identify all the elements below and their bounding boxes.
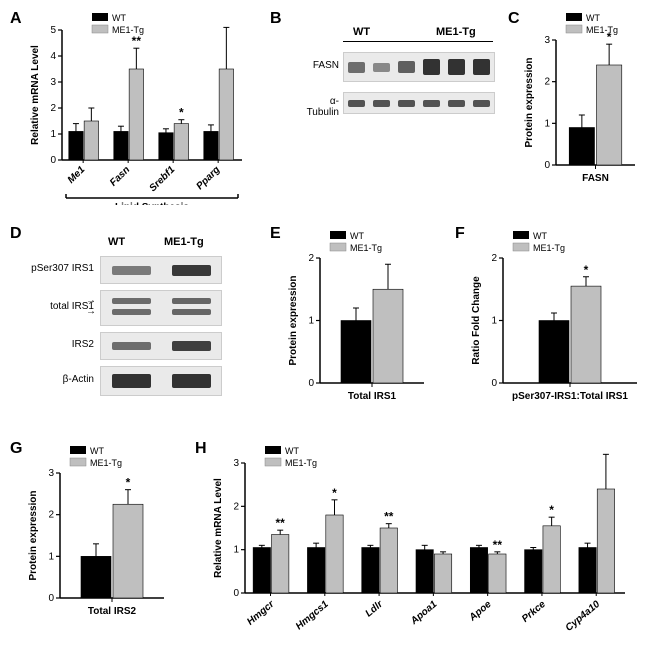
svg-text:FASN: FASN [582, 173, 609, 184]
panel-a-chart: WTME1-Tg012345Relative mRNA LevelMe1**Fa… [22, 10, 252, 205]
figure-root: A WTME1-Tg012345Relative mRNA LevelMe1**… [10, 10, 640, 654]
svg-text:2: 2 [233, 501, 239, 512]
svg-text:ME1-Tg: ME1-Tg [533, 243, 565, 253]
svg-text:0: 0 [50, 155, 56, 166]
svg-text:Relative mRNA Level: Relative mRNA Level [213, 478, 224, 578]
svg-text:WT: WT [533, 231, 547, 241]
svg-text:1: 1 [308, 316, 314, 327]
panel-e-label: E [270, 225, 281, 243]
svg-text:**: ** [493, 538, 503, 552]
svg-text:WT: WT [90, 446, 104, 456]
svg-text:WT: WT [350, 231, 364, 241]
svg-text:Total IRS1: Total IRS1 [348, 391, 397, 402]
svg-text:2: 2 [544, 77, 550, 88]
svg-text:2: 2 [491, 253, 497, 264]
svg-text:0: 0 [491, 378, 497, 389]
svg-text:0: 0 [308, 378, 314, 389]
svg-text:Hmgcs1: Hmgcs1 [294, 599, 331, 633]
svg-text:Protein expression: Protein expression [288, 275, 299, 365]
svg-text:3: 3 [233, 458, 239, 469]
svg-text:*: * [584, 263, 589, 277]
svg-text:Protein expression: Protein expression [28, 490, 39, 580]
svg-text:2: 2 [48, 510, 54, 521]
svg-text:WT: WT [285, 446, 299, 456]
svg-text:4: 4 [50, 51, 56, 62]
svg-text:ME1-Tg: ME1-Tg [350, 243, 382, 253]
svg-text:Apoe: Apoe [467, 599, 494, 624]
panel-d-label: D [10, 225, 22, 243]
svg-text:ME1-Tg: ME1-Tg [586, 25, 618, 35]
svg-text:*: * [179, 106, 184, 120]
svg-text:0: 0 [544, 160, 550, 171]
svg-text:5: 5 [50, 25, 56, 36]
svg-text:0: 0 [233, 588, 239, 599]
svg-text:WT: WT [112, 13, 126, 23]
panel-h-chart: WT ME1-Tg 0 1 2 3 Relative mRNA Level ** Hmgcr * H… [205, 443, 640, 648]
svg-text:*: * [126, 476, 131, 490]
svg-text:Me1: Me1 [66, 164, 88, 186]
svg-text:**: ** [384, 510, 394, 524]
svg-text:ME1-Tg: ME1-Tg [90, 458, 122, 468]
svg-text:2: 2 [308, 253, 314, 264]
svg-text:Ratio Fold Change: Ratio Fold Change [471, 276, 482, 365]
svg-text:WT: WT [586, 13, 600, 23]
panel-g-label: G [10, 440, 22, 458]
svg-text:Cyp4a10: Cyp4a10 [564, 599, 603, 634]
panel-f-label: F [455, 225, 465, 243]
svg-text:1: 1 [491, 316, 497, 327]
svg-text:pSer307-IRS1:Total IRS1: pSer307-IRS1:Total IRS1 [512, 391, 628, 402]
svg-text:1: 1 [50, 129, 56, 140]
svg-text:Pparg: Pparg [194, 164, 222, 192]
svg-text:3: 3 [50, 77, 56, 88]
svg-text:*: * [332, 486, 337, 500]
svg-text:ME1-Tg: ME1-Tg [285, 458, 317, 468]
svg-text:2: 2 [50, 103, 56, 114]
svg-text:Srebf1: Srebf1 [147, 164, 177, 194]
svg-text:Hmgcr: Hmgcr [245, 598, 277, 627]
svg-text:*: * [549, 503, 554, 517]
svg-text:Fasn: Fasn [108, 164, 132, 188]
panel-a-label: A [10, 10, 22, 28]
svg-text:*: * [607, 30, 612, 44]
svg-text:3: 3 [544, 35, 550, 46]
svg-text:Ldlr: Ldlr [363, 598, 385, 619]
svg-text:**: ** [132, 34, 142, 48]
panel-c-chart: WT ME1-Tg 0 1 2 3 Protein expression * FASN [518, 10, 643, 205]
svg-text:Lipid Synthesis: Lipid Synthesis [115, 202, 189, 205]
panel-f-chart: WT ME1-Tg 0 1 2 Ratio Fold Change * pSer307-IRS… [465, 228, 645, 423]
svg-text:1: 1 [233, 545, 239, 556]
svg-text:0: 0 [48, 593, 54, 604]
svg-text:Relative mRNA Level: Relative mRNA Level [30, 45, 41, 145]
svg-text:**: ** [276, 516, 286, 530]
panel-b-blot: WTME1-TgFASNα- Tubulin [295, 38, 495, 148]
svg-text:Prkce: Prkce [520, 599, 548, 625]
panel-d-blot: WTME1-TgpSer307 IRS1total IRS1→→IRS2β-Ac… [30, 240, 250, 420]
panel-e-chart: WT ME1-Tg 0 1 2 Protein expression Total IRS1 [282, 228, 432, 423]
svg-text:Apoa1: Apoa1 [408, 599, 440, 628]
svg-text:Protein expression: Protein expression [524, 57, 535, 147]
svg-text:3: 3 [48, 468, 54, 479]
panel-b-label: B [270, 10, 282, 28]
svg-text:1: 1 [48, 551, 54, 562]
panel-g-chart: WT ME1-Tg 0 1 2 3 Protein expression * Total IRS… [22, 443, 172, 638]
svg-text:1: 1 [544, 118, 550, 129]
svg-text:Total IRS2: Total IRS2 [88, 606, 137, 617]
